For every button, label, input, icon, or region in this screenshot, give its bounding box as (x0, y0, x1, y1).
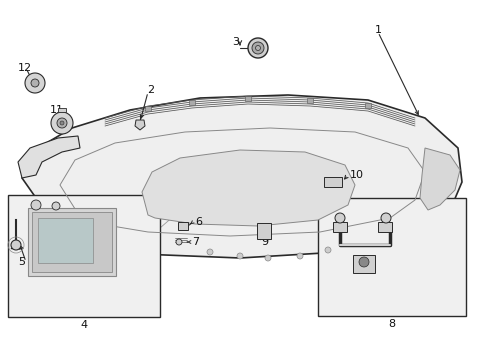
Text: 10: 10 (350, 170, 364, 180)
Text: 12: 12 (18, 63, 32, 73)
Polygon shape (135, 120, 145, 130)
Text: 11: 11 (50, 105, 64, 115)
Polygon shape (18, 136, 80, 178)
Circle shape (207, 249, 213, 255)
Circle shape (31, 200, 41, 210)
Bar (245, 96, 251, 101)
Circle shape (252, 42, 264, 54)
Bar (318, 198, 466, 316)
Circle shape (237, 253, 243, 259)
Circle shape (57, 118, 67, 128)
Bar (189, 100, 195, 105)
Text: 5: 5 (18, 257, 25, 267)
Circle shape (51, 112, 73, 134)
Text: 3: 3 (232, 37, 239, 47)
Circle shape (297, 253, 303, 259)
Bar (378, 222, 392, 232)
Text: 9: 9 (261, 237, 268, 247)
Text: 7: 7 (192, 237, 199, 247)
Circle shape (248, 38, 268, 58)
Bar (38, 218, 93, 263)
Circle shape (255, 45, 261, 50)
Bar (145, 106, 151, 111)
Text: 4: 4 (80, 320, 88, 330)
Circle shape (31, 79, 39, 87)
Bar (365, 103, 371, 108)
Circle shape (25, 73, 45, 93)
Circle shape (52, 202, 60, 210)
Polygon shape (142, 150, 355, 226)
Bar (257, 223, 271, 239)
Circle shape (381, 213, 391, 223)
Text: 6: 6 (195, 217, 202, 227)
Bar (307, 98, 313, 103)
Circle shape (176, 239, 182, 245)
Bar (28, 208, 116, 276)
Bar (8, 195, 160, 317)
Text: 1: 1 (375, 25, 382, 35)
Bar (178, 222, 188, 230)
Bar (32, 212, 112, 272)
Text: 8: 8 (389, 319, 395, 329)
Text: 2: 2 (147, 85, 154, 95)
Circle shape (265, 255, 271, 261)
Bar (353, 255, 375, 273)
Bar (58, 108, 66, 112)
Circle shape (335, 213, 345, 223)
Circle shape (60, 121, 64, 125)
Polygon shape (22, 95, 462, 258)
Bar (333, 222, 347, 232)
Circle shape (359, 257, 369, 267)
Bar (324, 177, 342, 187)
Circle shape (11, 240, 21, 250)
Polygon shape (420, 148, 460, 210)
Circle shape (325, 247, 331, 253)
